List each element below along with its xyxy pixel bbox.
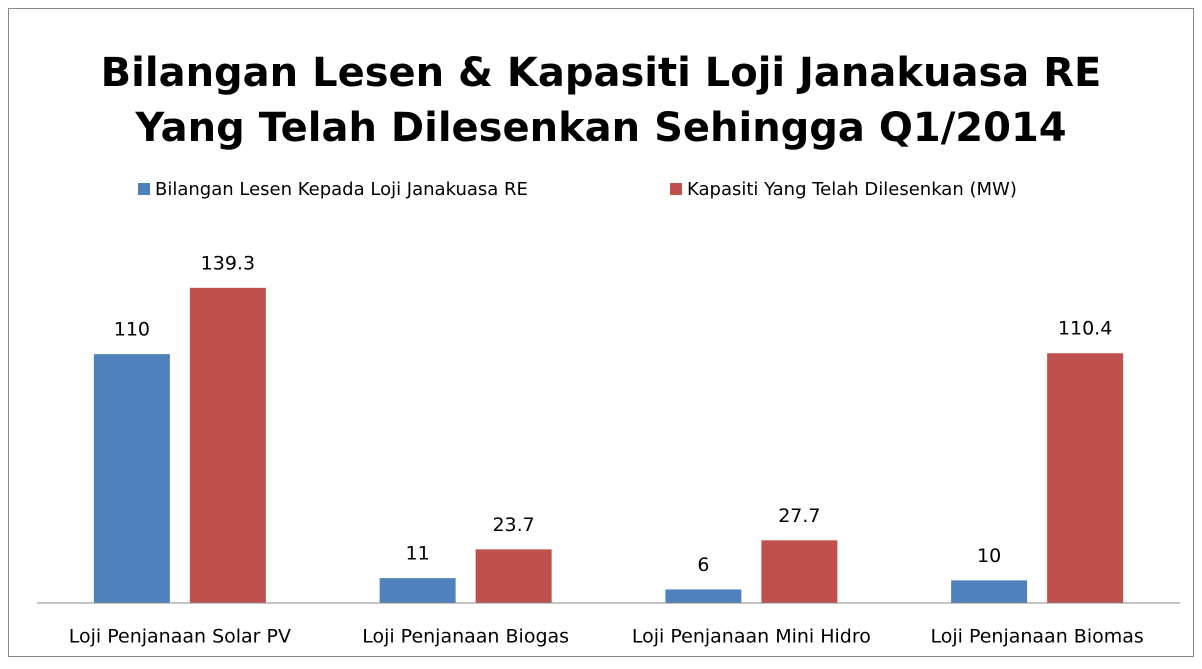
data-label: 11 [406,543,430,565]
bar [951,580,1028,603]
bar [761,540,838,603]
data-label: 6 [697,554,709,576]
bar [189,287,266,603]
data-label: 27.7 [778,505,820,527]
x-tick-label: Loji Penjanaan Solar PV [69,626,291,648]
bar [475,549,552,603]
legend-label: Kapasiti Yang Telah Dilesenkan (MW) [687,179,1017,200]
data-label: 110 [114,319,150,341]
legend-label: Bilangan Lesen Kepada Loji Janakuasa RE [155,179,528,200]
legend-swatch [670,183,682,195]
legend-swatch [138,183,150,195]
x-tick-label: Loji Penjanaan Mini Hidro [632,626,871,648]
bar [93,354,170,603]
bar [665,589,742,603]
data-label: 23.7 [492,514,534,536]
chart-title: Bilangan Lesen & Kapasiti Loji Janakuasa… [101,50,1102,96]
bar [1047,353,1124,603]
x-tick-label: Loji Penjanaan Biogas [362,626,569,648]
data-label: 139.3 [201,252,255,274]
data-label: 110.4 [1058,318,1112,340]
x-tick-label: Loji Penjanaan Biomas [930,626,1143,648]
data-label: 10 [977,545,1001,567]
chart-title: Yang Telah Dilesenkan Sehingga Q1/2014 [134,105,1066,151]
bar [379,578,456,603]
